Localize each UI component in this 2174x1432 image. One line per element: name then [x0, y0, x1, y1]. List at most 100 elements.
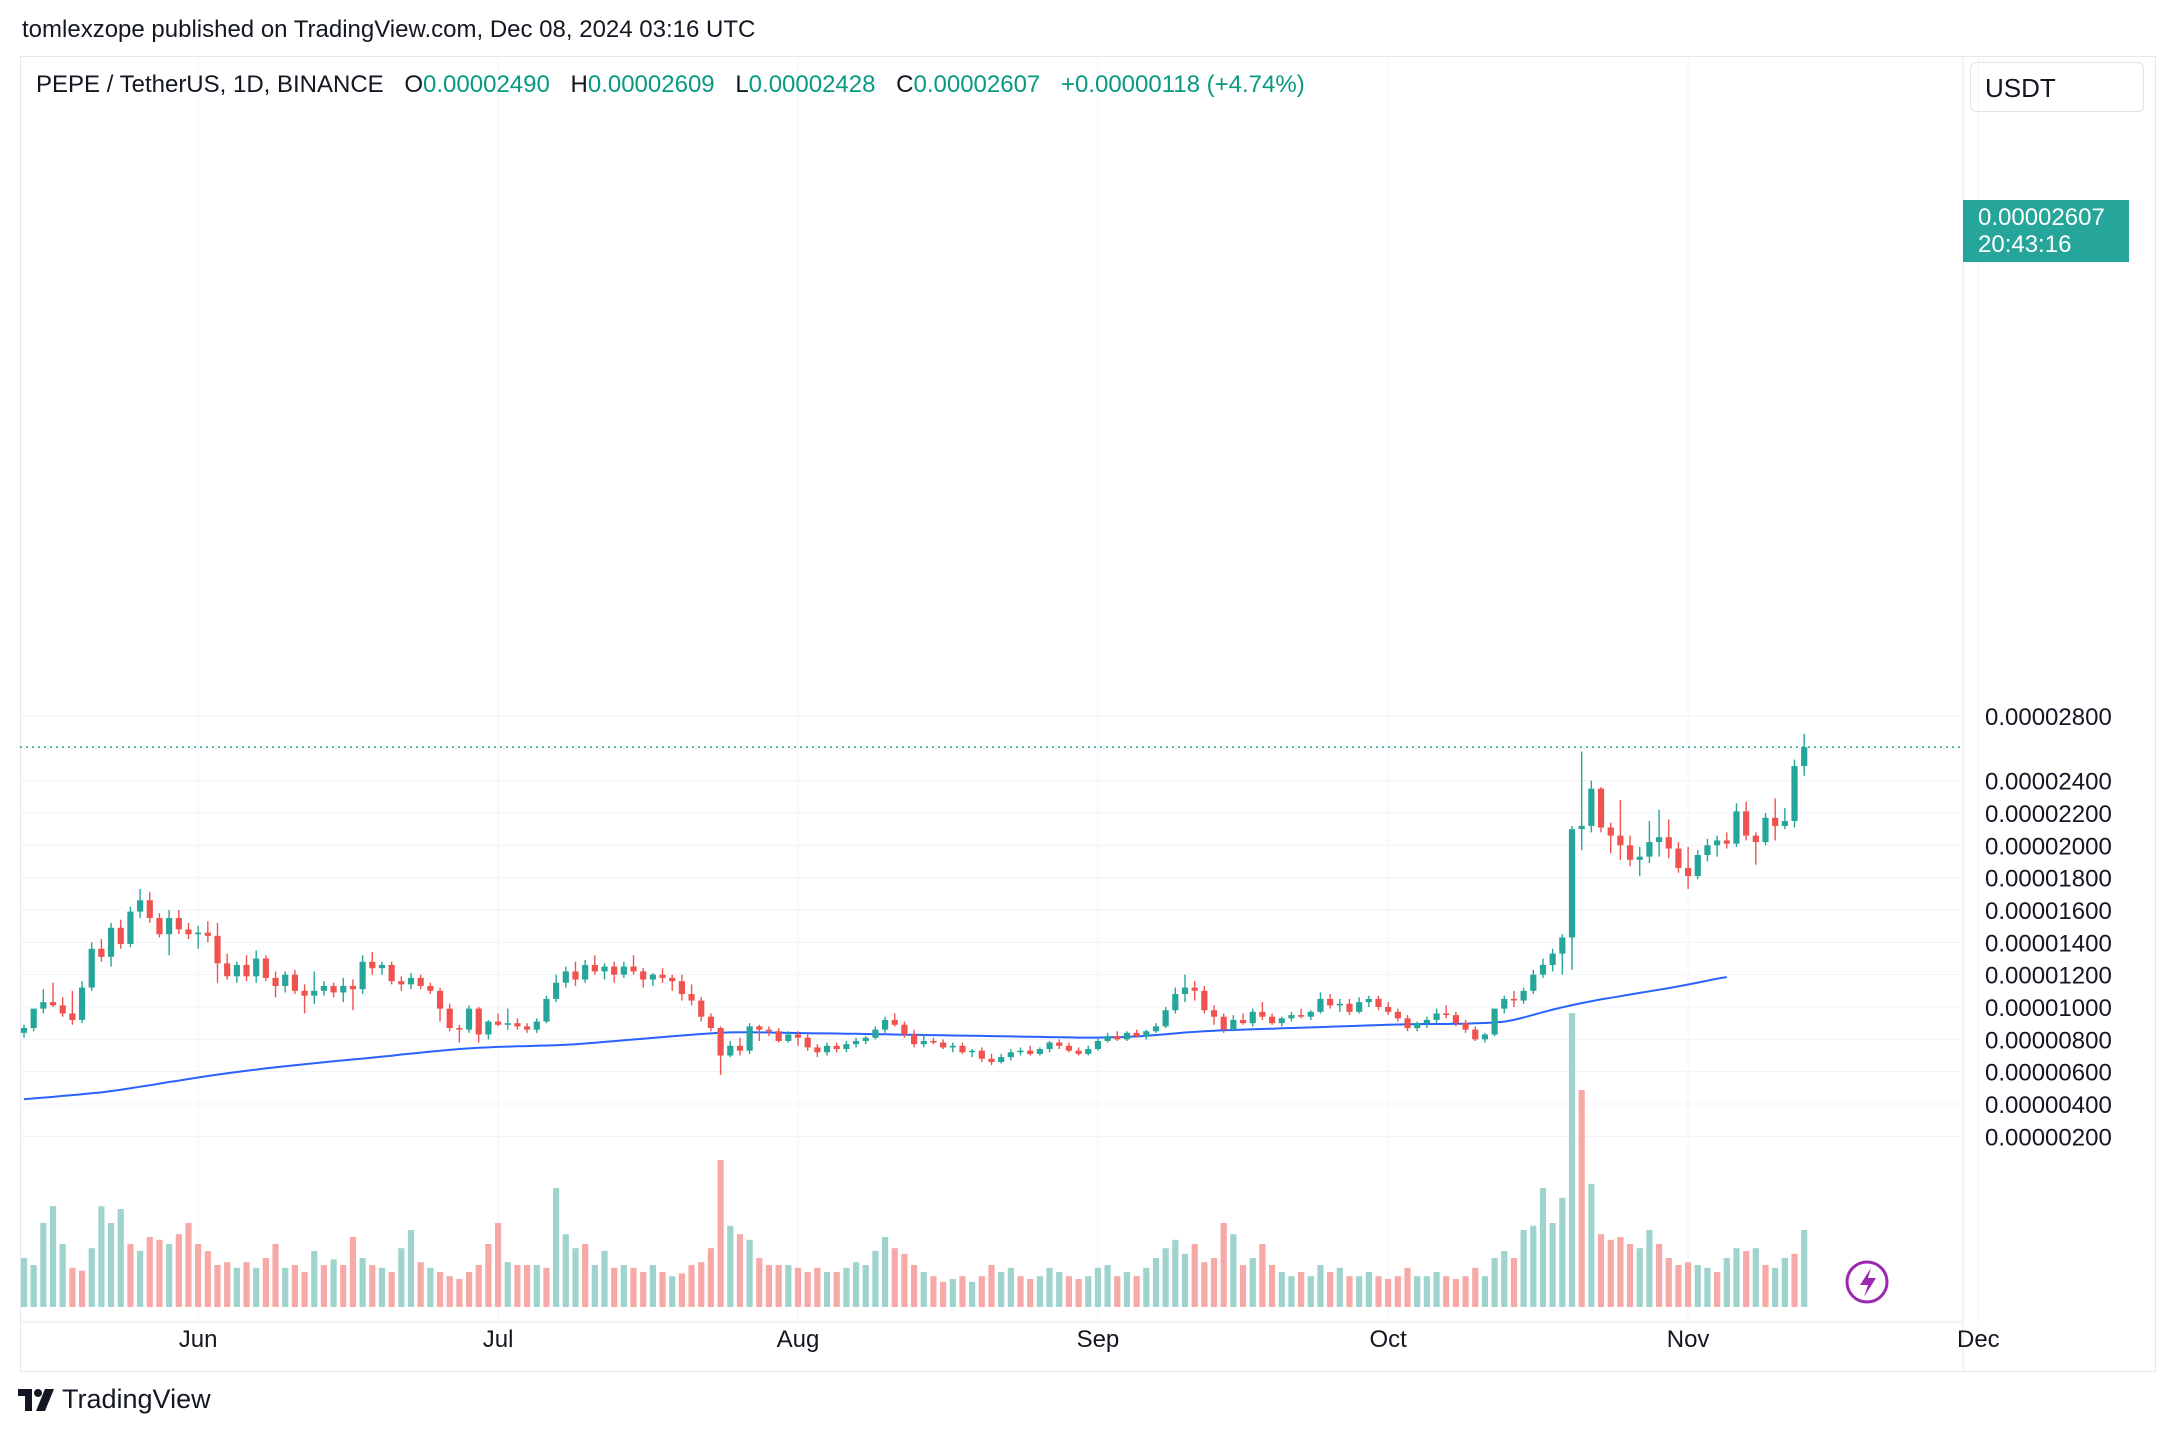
candle-body [233, 964, 240, 977]
volume-bar [572, 1248, 579, 1307]
candle [407, 973, 415, 990]
tradingview-brand[interactable]: TradingView [18, 1384, 211, 1415]
candle-body [185, 929, 192, 935]
candle-body [1327, 998, 1334, 1006]
candle [669, 974, 676, 991]
candle [272, 971, 279, 998]
candle-body [117, 927, 124, 944]
volume-bar [204, 1251, 211, 1307]
candle-body [1133, 1032, 1140, 1037]
candle [1162, 1007, 1169, 1029]
candle [446, 1003, 453, 1032]
volume-bar [1520, 1230, 1527, 1307]
candle [475, 1007, 482, 1043]
candle-body [1597, 788, 1605, 828]
volume-bar [214, 1265, 221, 1307]
candle [688, 984, 695, 1006]
candle [1056, 1039, 1063, 1050]
candle-body [175, 918, 182, 930]
volume-bar [1056, 1272, 1063, 1307]
volume-bar [1210, 1258, 1218, 1307]
candle-body [1065, 1045, 1072, 1051]
volume-bar [949, 1279, 956, 1307]
candle-body [727, 1045, 734, 1056]
open-value: 0.00002490 [423, 71, 550, 98]
candle [1327, 994, 1334, 1009]
candle [678, 974, 685, 1001]
volume-bar [224, 1262, 231, 1307]
volume-bar [146, 1237, 153, 1307]
volume-bar [678, 1273, 685, 1307]
candle [756, 1024, 763, 1041]
candle [156, 913, 163, 938]
candle [1268, 1013, 1276, 1025]
candle [1597, 787, 1605, 833]
volume-bar [785, 1265, 792, 1307]
candle-body [862, 1037, 869, 1041]
volume-bar [427, 1267, 434, 1307]
candle [1733, 803, 1740, 847]
candle [1510, 990, 1518, 1007]
volume-bar [533, 1265, 540, 1307]
candle-body [833, 1045, 840, 1050]
candle [591, 955, 598, 975]
candlestick-series [20, 733, 1808, 1075]
candle-body [940, 1042, 947, 1048]
candle [814, 1044, 821, 1058]
volume-bar [630, 1267, 637, 1307]
candle-body [107, 927, 115, 957]
volume-bar [881, 1237, 889, 1307]
candle [649, 973, 656, 986]
candle-body [1181, 987, 1189, 995]
candle [1568, 825, 1576, 970]
candle-body [1452, 1015, 1459, 1024]
candle [1704, 838, 1711, 862]
volume-bar [920, 1272, 927, 1307]
candle [833, 1042, 840, 1053]
candle [262, 955, 269, 982]
candle-body [620, 966, 627, 975]
volume-bar [978, 1276, 985, 1307]
candle [1675, 842, 1682, 873]
candle [1356, 997, 1363, 1014]
volume-bar [272, 1244, 279, 1307]
volume-bar [282, 1267, 289, 1307]
candle [1607, 822, 1614, 854]
candle-body [1743, 811, 1750, 836]
candle-body [262, 958, 269, 978]
close-value: 0.00002607 [913, 71, 1041, 98]
candle-body [1781, 821, 1788, 826]
volume-bar [1017, 1276, 1024, 1307]
candle-body [1801, 747, 1808, 767]
lightning-icon[interactable] [1845, 1260, 1889, 1304]
candle-body [775, 1031, 782, 1041]
currency-unit-button[interactable]: USDT [1970, 62, 2144, 112]
candle [1094, 1037, 1102, 1051]
volume-bar [301, 1272, 308, 1307]
candle [1172, 987, 1179, 1014]
volume-bar [1617, 1237, 1624, 1307]
candle-body [1143, 1031, 1150, 1037]
symbol-label[interactable]: PEPE / TetherUS, 1D, BINANCE [36, 71, 384, 98]
candle [881, 1016, 889, 1033]
candle [601, 963, 608, 980]
candle [862, 1036, 869, 1045]
volume-bar [1046, 1267, 1053, 1307]
volume-bar [794, 1267, 802, 1307]
volume-bar [1539, 1188, 1547, 1307]
candle-body [475, 1008, 482, 1035]
volume-bar [1462, 1276, 1469, 1307]
candle-body [881, 1019, 889, 1030]
candle-body [1714, 840, 1721, 846]
candle-body [1239, 1019, 1247, 1024]
volume-bar [514, 1265, 521, 1307]
candle-body [1172, 994, 1179, 1011]
price-tick-label: 0.00002400 [1985, 769, 2112, 796]
volume-bar [1733, 1248, 1740, 1307]
candle [330, 982, 337, 998]
candle-body [1230, 1019, 1237, 1030]
candle [659, 968, 666, 983]
candle-body [59, 1005, 66, 1014]
candle-body [494, 1021, 502, 1025]
